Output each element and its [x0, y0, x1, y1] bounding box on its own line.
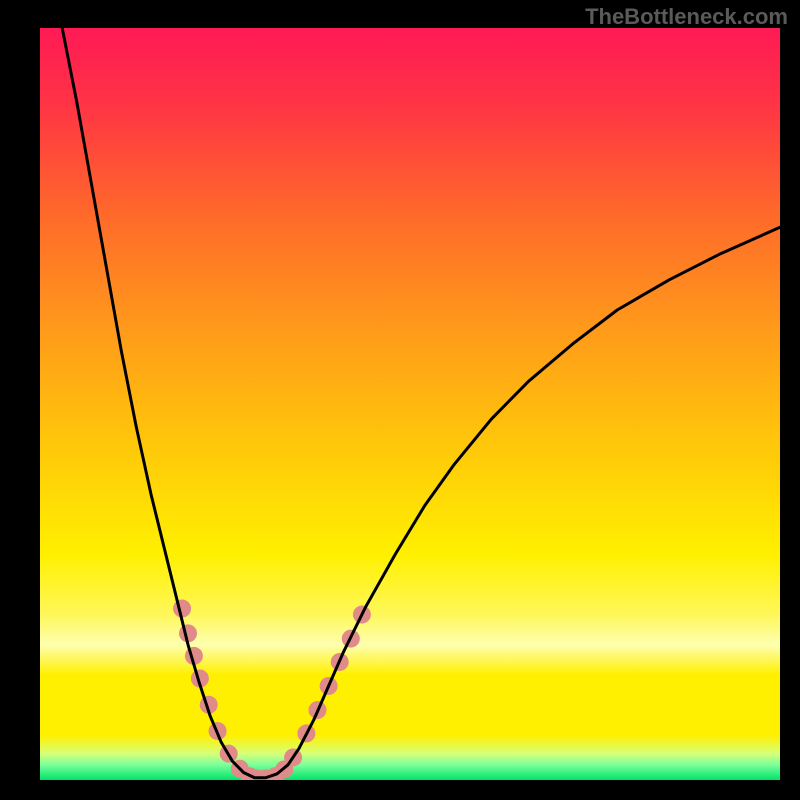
gradient-background	[40, 28, 780, 780]
watermark-text: TheBottleneck.com	[585, 4, 788, 30]
plot-area	[40, 28, 780, 780]
chart-container: TheBottleneck.com	[0, 0, 800, 800]
chart-svg	[40, 28, 780, 780]
